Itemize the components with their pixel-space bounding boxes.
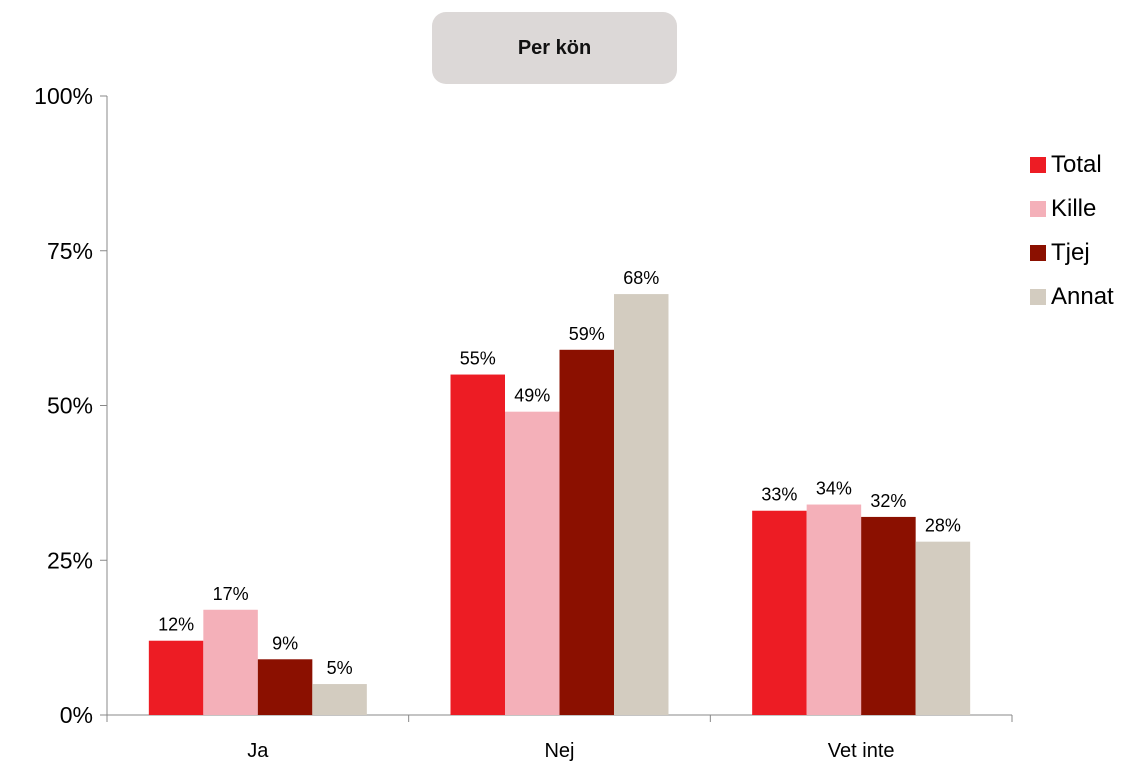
data-label: 32% [870,491,906,511]
x-tick-label: Nej [544,740,574,762]
y-tick-label: 75% [47,238,93,264]
bar-total [450,374,505,715]
legend-swatch [1030,245,1046,261]
legend-item: Kille [1030,187,1114,231]
bar-annat [915,541,971,715]
y-tick-label: 0% [60,702,93,728]
data-label: 59% [569,324,605,344]
legend-swatch [1030,289,1046,305]
y-tick-label: 50% [47,393,93,419]
legend-label: Tjej [1051,239,1090,266]
bar-total [148,640,204,715]
data-label: 5% [327,658,353,678]
y-tick-label: 100% [34,83,93,109]
bar-kille [806,504,862,715]
data-label: 17% [213,584,249,604]
data-label: 33% [761,485,797,505]
bar-tjej [257,659,313,715]
legend-swatch [1030,157,1046,173]
legend-label: Total [1051,151,1102,178]
legend-label: Kille [1051,195,1097,222]
data-label: 55% [460,349,496,369]
data-label: 49% [514,386,550,406]
data-label: 9% [272,633,298,653]
legend-item: Tjej [1030,231,1114,275]
bar-tjej [861,516,916,715]
bar-kille [203,609,258,715]
bar-annat [312,684,367,715]
legend-label: Annat [1051,283,1114,310]
bar-total [752,510,807,715]
data-label: 68% [623,268,659,288]
x-tick-label: Ja [247,740,269,762]
chart-title-box: Per kön [432,12,677,84]
x-tick-label: Vet inte [828,740,895,762]
legend-item: Total [1030,143,1114,187]
chart-title: Per kön [517,36,592,59]
bar-tjej [559,349,614,715]
bar-kille [505,411,560,715]
data-label: 34% [816,479,852,499]
data-label: 12% [158,615,194,635]
legend-swatch [1030,201,1046,217]
y-tick-label: 25% [47,547,93,573]
data-label: 28% [925,516,961,536]
bar-annat [614,294,669,715]
legend-item: Annat [1030,275,1114,319]
legend: Total Kille Tjej Annat [1030,143,1114,319]
